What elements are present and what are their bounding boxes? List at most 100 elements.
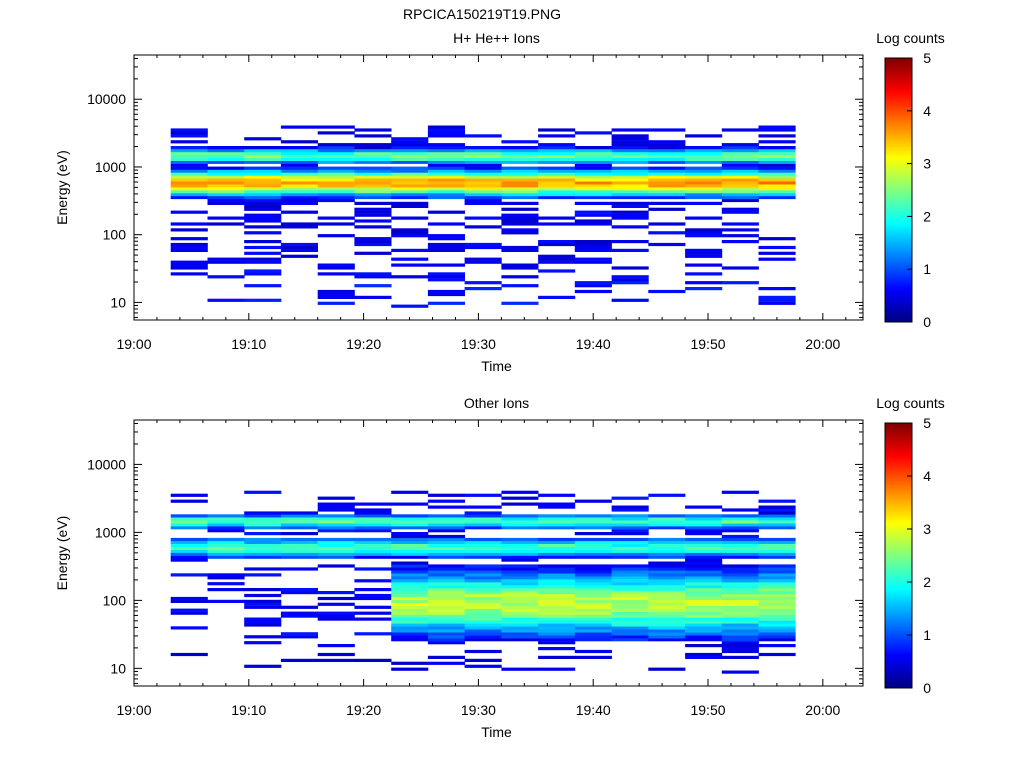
heatmap-cell	[244, 172, 282, 176]
heatmap-cell	[685, 617, 723, 621]
heatmap-cell	[427, 599, 465, 603]
heatmap-cell	[207, 172, 245, 176]
heatmap-cell	[721, 234, 759, 238]
heatmap-cell	[758, 511, 796, 515]
heatmap-cell	[427, 190, 465, 194]
colorbar-swatch	[885, 117, 912, 121]
colorbar-swatch	[885, 425, 912, 428]
heatmap-cell	[244, 526, 282, 530]
heatmap-cell	[354, 201, 392, 205]
heatmap-cell	[611, 517, 649, 521]
heatmap-cell	[317, 526, 355, 530]
heatmap-cell	[170, 181, 208, 185]
heatmap-cell	[501, 626, 539, 630]
heatmap-cell	[354, 207, 392, 211]
heatmap-cell	[611, 567, 649, 571]
colorbar-swatch	[885, 271, 912, 275]
heatmap-cell	[611, 213, 649, 217]
colorbar-swatch	[885, 99, 912, 103]
heatmap-cell	[170, 272, 208, 276]
heatmap-cell	[611, 582, 649, 586]
heatmap-cell	[574, 149, 612, 153]
colorbar-swatch	[885, 130, 912, 134]
heatmap-cell	[354, 146, 392, 150]
heatmap-cell	[538, 552, 576, 556]
heatmap-cell	[758, 257, 796, 261]
heatmap-cell	[391, 517, 429, 521]
heatmap-cell	[207, 151, 245, 156]
colorbar-swatch	[885, 229, 912, 233]
heatmap-cell	[721, 638, 759, 642]
heatmap-cell	[721, 632, 759, 636]
heatmap-cell	[464, 134, 502, 138]
heatmap-cell	[427, 242, 465, 247]
heatmap-cell	[427, 222, 465, 226]
heatmap-cell	[501, 546, 539, 550]
heatmap-cell	[280, 187, 318, 191]
colorbar-swatch	[885, 668, 912, 671]
heatmap-cell	[501, 635, 539, 639]
heatmap-cell	[721, 543, 759, 547]
heatmap-cell	[501, 623, 539, 627]
heatmap-cell	[170, 228, 208, 232]
heatmap-cell	[317, 591, 355, 595]
colorbar-swatch	[885, 650, 912, 654]
heatmap-cell	[721, 178, 759, 182]
heatmap-cell	[244, 664, 282, 668]
heatmap-cell	[207, 526, 245, 530]
y-axis-label: Energy (eV)	[54, 150, 70, 225]
heatmap-cell	[464, 602, 502, 606]
heatmap-cell	[501, 184, 539, 188]
heatmap-cell	[648, 231, 686, 235]
colorbar-swatch	[885, 522, 912, 526]
colorbar-swatch	[885, 604, 912, 607]
colorbar-swatch	[885, 223, 912, 226]
heatmap-cell	[427, 555, 465, 559]
colorbar-swatch	[885, 245, 912, 248]
heatmap-cell	[354, 611, 392, 615]
heatmap-cell	[317, 143, 355, 147]
heatmap-cell	[464, 157, 502, 161]
heatmap-cell	[758, 508, 796, 512]
heatmap-cell	[317, 611, 355, 615]
heatmap-cell	[538, 540, 576, 544]
heatmap-cell	[354, 552, 392, 556]
heatmap-cell	[574, 172, 612, 176]
heatmap-cell	[317, 198, 355, 203]
heatmap-cell	[317, 216, 355, 220]
heatmap-cell	[758, 638, 796, 642]
heatmap-cell	[354, 511, 392, 515]
heatmap-cell	[244, 193, 282, 197]
heatmap-cell	[427, 154, 465, 158]
colorbar-swatch	[885, 681, 912, 685]
heatmap-cell	[280, 567, 318, 571]
heatmap-cell	[280, 254, 318, 258]
heatmap-cell	[207, 517, 245, 521]
heatmap-cell	[685, 281, 723, 285]
heatmap-cell	[280, 605, 318, 609]
heatmap-cell	[317, 529, 355, 533]
heatmap-cell	[721, 166, 759, 170]
heatmap-cell	[538, 549, 576, 553]
colorbar-swatch	[885, 88, 912, 92]
heatmap-cell	[538, 160, 576, 164]
colorbar-swatch	[885, 464, 912, 468]
heatmap-cell	[501, 172, 539, 176]
heatmap-cell	[427, 175, 465, 179]
heatmap-cell	[427, 620, 465, 624]
heatmap-cell	[648, 549, 686, 553]
heatmap-cell	[685, 149, 723, 153]
heatmap-cell	[207, 201, 245, 205]
heatmap-cell	[611, 523, 649, 527]
heatmap-cell	[611, 540, 649, 544]
colorbar-swatch	[885, 260, 912, 264]
heatmap-cell	[464, 582, 502, 586]
heatmap-cell	[721, 198, 759, 203]
heatmap-cell	[427, 193, 465, 197]
heatmap-cell	[538, 647, 576, 651]
heatmap-cell	[170, 596, 208, 601]
heatmap-cell	[685, 178, 723, 182]
heatmap-cell	[538, 593, 576, 598]
heatmap-cell	[244, 190, 282, 194]
heatmap-cell	[280, 248, 318, 252]
